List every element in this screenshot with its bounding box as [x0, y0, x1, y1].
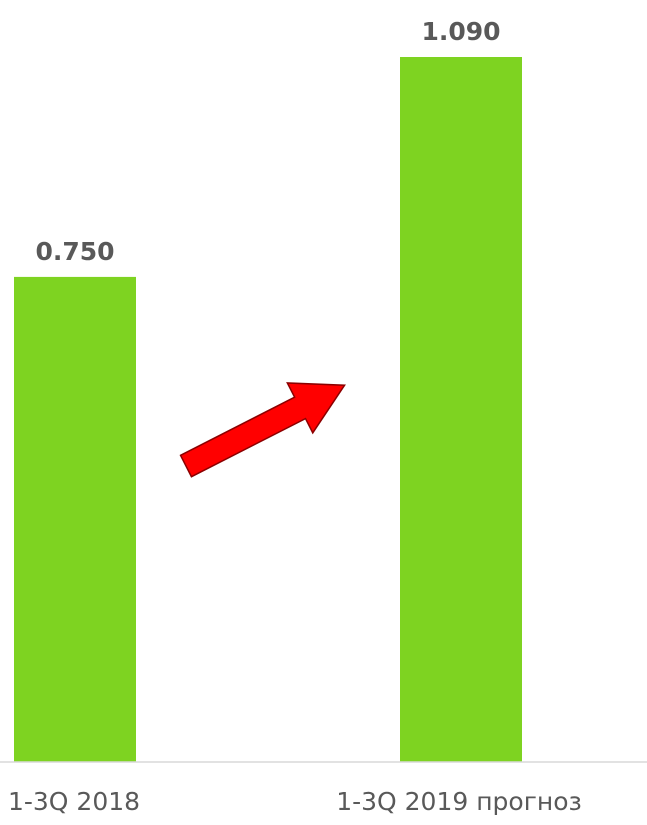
bars-group: [14, 57, 522, 762]
value-label-1: 0.750: [35, 237, 114, 266]
category-label-1: 1-3Q 2018: [8, 787, 140, 816]
trend-arrow-icon: [179, 382, 346, 478]
category-label-2: 1-3Q 2019 прогноз: [336, 787, 582, 816]
bar-1: [14, 276, 136, 762]
value-labels-group: 0.750 1.090: [35, 17, 500, 266]
trend-arrow: [179, 382, 346, 478]
bar-2: [400, 57, 522, 762]
category-labels-group: 1-3Q 2018 1-3Q 2019 прогноз: [8, 787, 582, 816]
value-label-2: 1.090: [421, 17, 500, 46]
